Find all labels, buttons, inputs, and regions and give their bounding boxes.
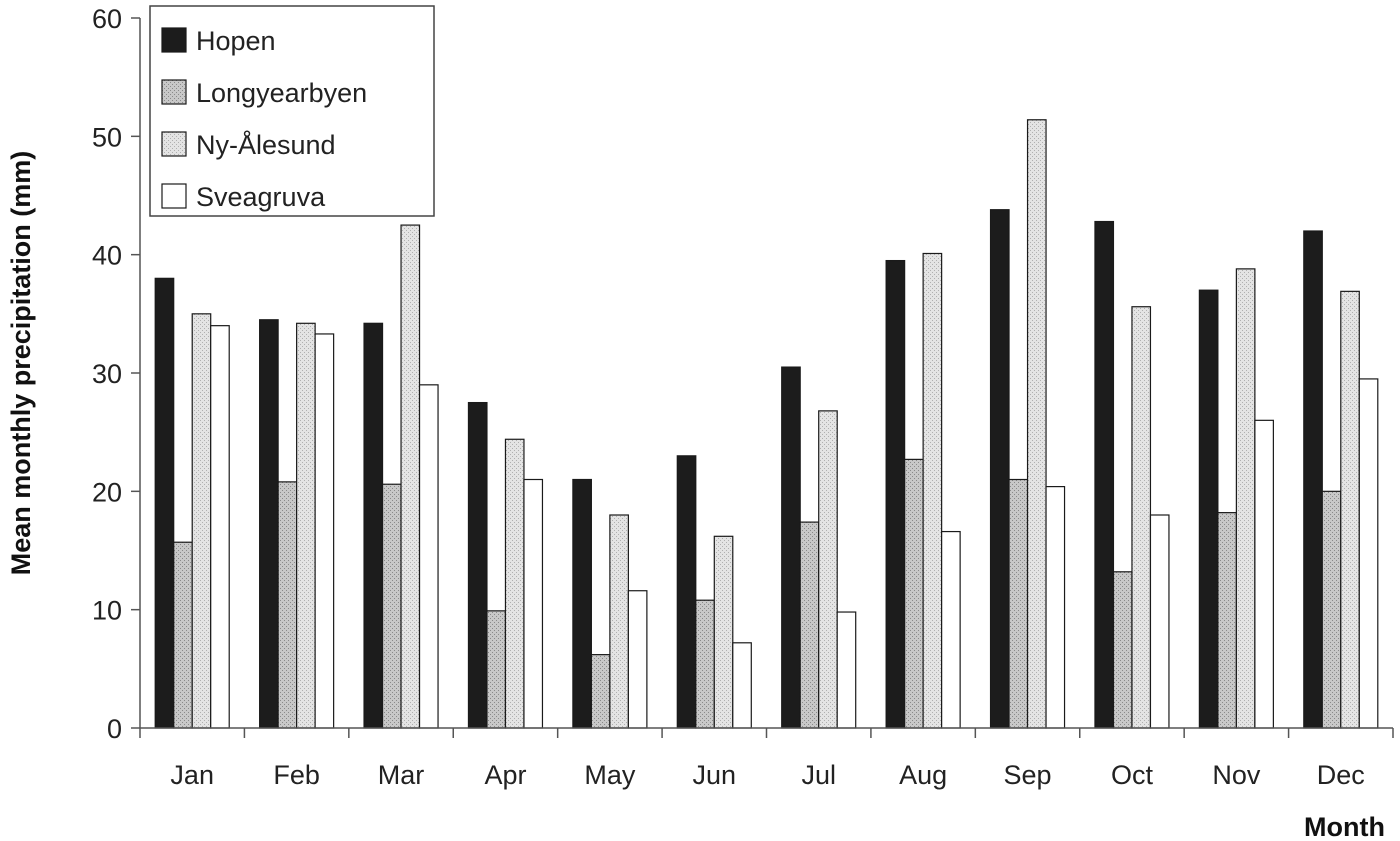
bar-longyearbyen-feb [277,481,298,729]
bar-sveagruva-may [627,590,648,729]
x-tick-label: May [584,760,636,790]
bar-hopen-jul [781,366,801,729]
bar-longyearbyen-apr [486,610,507,729]
bar-sveagruva-jul [836,611,857,729]
bar-longyearbyen-jun [695,599,715,729]
y-tick-label: 40 [92,241,122,271]
legend-swatch-ny-lesund [161,131,187,157]
bar-ny-lesund-apr [504,438,525,729]
bar-sveagruva-sep [1045,486,1066,729]
x-tick-label: Jul [801,760,836,790]
bar-sveagruva-mar [418,384,439,729]
axes-layer: 0 10 20 30 40 50 60 Jan Feb Mar Apr May Jun Jul Aug Sep… [92,4,1394,790]
bar-sveagruva-apr [523,478,544,729]
bar-hopen-oct [1094,220,1115,729]
x-tick-label: Aug [899,760,947,790]
x-tick-label: Dec [1317,760,1365,790]
x-tick-label: Sep [1004,760,1052,790]
bar-hopen-aug [885,259,906,729]
y-tick-label: 10 [92,596,122,626]
bar-hopen-sep [989,209,1010,729]
bar-longyearbyen-may [590,654,611,729]
bar-ny-lesund-jun [713,535,734,729]
legend-label: Sveagruva [196,182,326,212]
bar-sveagruva-jan [210,325,230,729]
bar-longyearbyen-aug [904,458,924,729]
bar-hopen-mar [363,322,384,729]
bar-ny-lesund-oct [1131,306,1152,729]
bar-longyearbyen-nov [1217,512,1237,729]
x-tick-label: Feb [273,760,320,790]
x-tick-label: Jan [170,760,214,790]
bar-sveagruva-jun [732,642,752,729]
bar-longyearbyen-oct [1112,571,1133,729]
bar-ny-lesund-feb [296,322,316,729]
bar-sveagruva-oct [1149,514,1170,729]
bar-sveagruva-dec [1358,378,1379,729]
bar-sveagruva-aug [941,530,961,729]
y-tick-label: 0 [107,714,122,744]
bar-ny-lesund-sep [1026,119,1047,729]
legend-swatch-hopen [161,27,187,53]
bar-ny-lesund-nov [1235,268,1256,729]
bar-longyearbyen-mar [381,483,402,729]
legend-swatch-sveagruva [161,183,187,209]
legend-box [149,5,435,217]
y-tick-label: 30 [92,359,122,389]
legend-label: Hopen [196,26,276,56]
bar-hopen-apr [467,401,488,729]
bar-ny-lesund-aug [922,252,943,729]
bar-longyearbyen-sep [1008,478,1029,729]
x-axis-title: Month [1304,812,1385,841]
bar-hopen-nov [1198,289,1219,729]
bar-hopen-dec [1303,230,1323,729]
x-tick-label: Oct [1111,760,1154,790]
x-tick-label: Apr [484,760,526,790]
legend-label: Longyearbyen [196,78,367,108]
x-tick-label: Mar [378,760,425,790]
legend-swatch-longyearbyen [161,79,187,105]
bar-hopen-may [572,478,592,729]
bar-ny-lesund-mar [400,224,421,729]
bar-ny-lesund-jul [818,410,838,729]
legend-label: Ny-Ålesund [196,129,336,160]
x-tick-label: Nov [1212,760,1261,790]
bar-ny-lesund-may [609,514,629,729]
bar-longyearbyen-jan [173,541,193,729]
bar-longyearbyen-jul [799,521,820,729]
bar-sveagruva-nov [1254,419,1274,729]
y-tick-label: 20 [92,477,122,507]
bar-hopen-feb [259,319,279,729]
bar-longyearbyen-dec [1321,490,1342,729]
bar-hopen-jun [676,455,697,729]
bar-ny-lesund-dec [1340,290,1360,729]
y-tick-label: 60 [92,4,122,34]
y-axis-title: Mean monthly precipitation (mm) [6,151,36,576]
bar-sveagruva-feb [314,333,335,729]
bar-hopen-jan [154,277,175,729]
y-tick-label: 50 [92,122,122,152]
bar-ny-lesund-jan [191,313,212,729]
legend: Hopen Longyearbyen Ny-Ålesund Sveagruva [149,5,435,217]
x-tick-label: Jun [693,760,737,790]
